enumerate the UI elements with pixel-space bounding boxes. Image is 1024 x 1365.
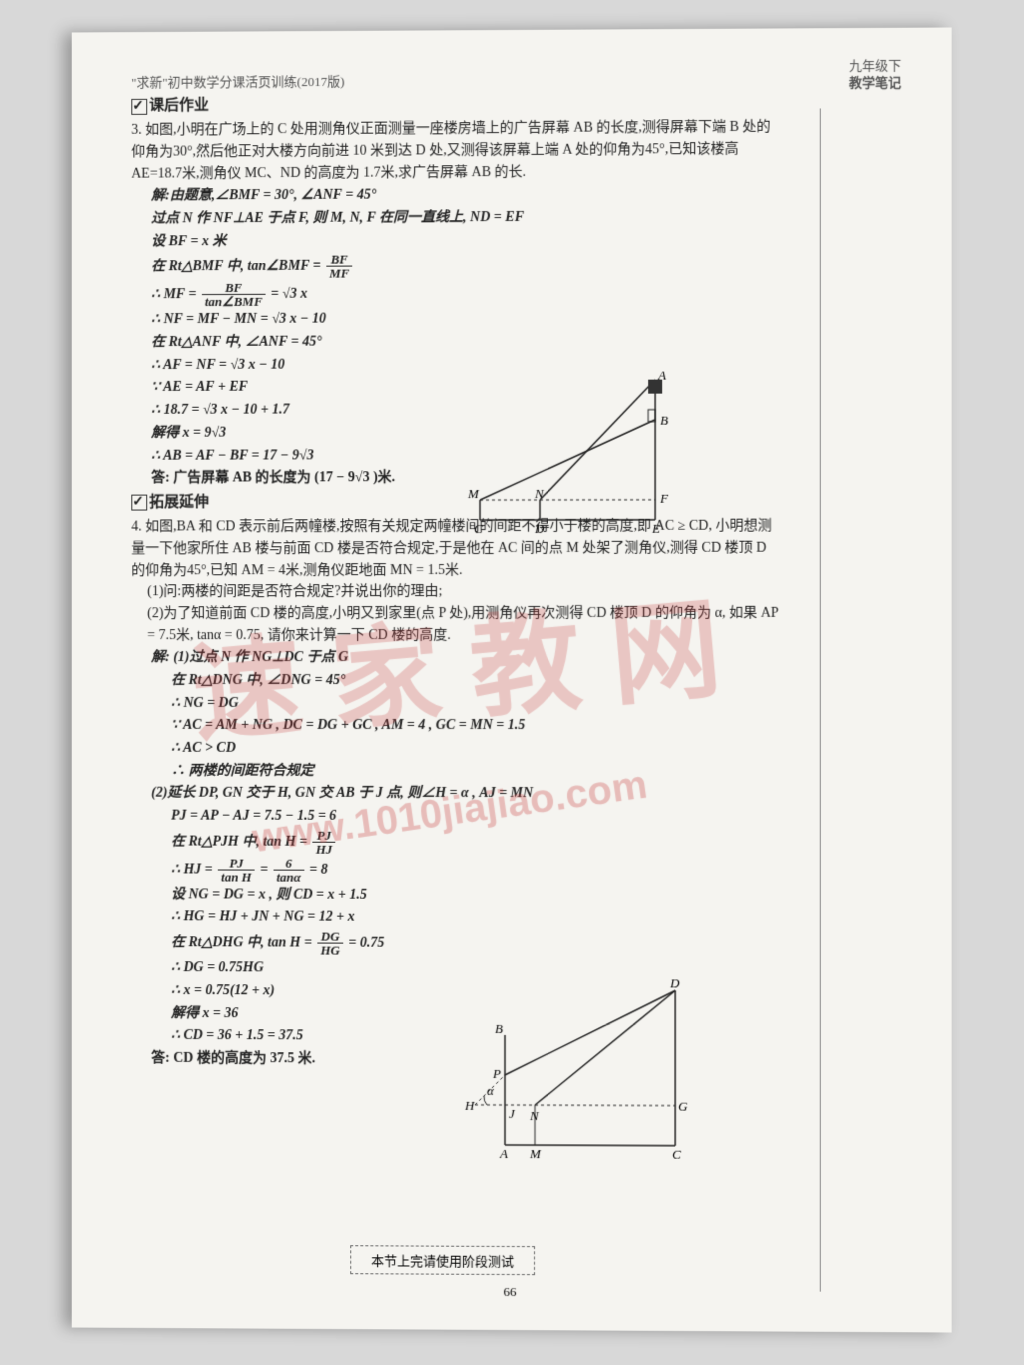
section2-title: 拓展延伸 bbox=[149, 494, 209, 510]
svg-text:F: F bbox=[659, 491, 669, 506]
diagram-2: D B P H N J G A M C α bbox=[465, 975, 695, 1166]
svg-text:M: M bbox=[529, 1146, 542, 1161]
s4-l3: ∴ NG = DG bbox=[171, 693, 781, 715]
footer-note: 本节上完请使用阶段测试 bbox=[350, 1245, 535, 1275]
s4-l10: ∴ HJ = PJtan H = 6tanα = 8 bbox=[171, 856, 781, 884]
problem-3: 3. 如图,小明在广场上的 C 处用测角仪正面测量一座楼房墙上的广告屏幕 AB … bbox=[131, 117, 780, 185]
svg-text:P: P bbox=[492, 1066, 501, 1081]
page: "求新"初中数学分课活页训练(2017版) 九年级下 教学笔记 课后作业 3. … bbox=[72, 27, 952, 1332]
svg-text:G: G bbox=[678, 1099, 688, 1114]
problem4-num: 4. bbox=[131, 520, 141, 535]
s3-l7: 在 Rt△ANF 中, ∠ANF = 45° bbox=[151, 330, 780, 354]
svg-text:N: N bbox=[534, 486, 545, 501]
s4-l6: ∴ 两楼的间距符合规定 bbox=[171, 760, 781, 782]
check-icon bbox=[131, 495, 147, 511]
s4-l5: ∴ AC > CD bbox=[171, 738, 781, 760]
svg-text:D: D bbox=[669, 975, 680, 990]
svg-text:A: A bbox=[657, 370, 666, 383]
s4-l11: 设 NG = DG = x , 则 CD = x + 1.5 bbox=[171, 884, 781, 907]
frac: BFMF bbox=[326, 253, 352, 280]
s4-l8: PJ = AP − AJ = 7.5 − 1.5 = 6 bbox=[171, 806, 781, 828]
header-left: "求新"初中数学分课活页训练(2017版) bbox=[131, 68, 901, 91]
svg-text:C: C bbox=[672, 1147, 681, 1162]
svg-text:B: B bbox=[495, 1021, 503, 1036]
problem3-num: 3. bbox=[131, 123, 141, 138]
svg-text:A: A bbox=[499, 1146, 508, 1161]
svg-text:M: M bbox=[467, 486, 480, 501]
problem3-text: 如图,小明在广场上的 C 处用测角仪正面测量一座楼房墙上的广告屏幕 AB 的长度… bbox=[131, 120, 770, 181]
grade-label: 九年级下 bbox=[849, 58, 901, 75]
svg-text:C: C bbox=[474, 521, 483, 536]
header-right: 九年级下 教学笔记 bbox=[849, 58, 901, 92]
svg-text:H: H bbox=[465, 1098, 475, 1113]
s3-l5: ∴ MF = BFtan∠BMF = √3 x bbox=[151, 279, 780, 308]
s4-l7: (2)延长 DP, GN 交于 H, GN 交 AB 于 J 点, 则∠H = … bbox=[151, 783, 780, 805]
problem4-sub1: (1)问:两楼的间距是否符合规定?并说出你的理由; bbox=[147, 581, 780, 603]
diagram-1: A B M N F C D E bbox=[460, 370, 680, 541]
margin-line bbox=[820, 108, 821, 1291]
problem4-sub2: (2)为了知道前面 CD 楼的高度,小明又到家里(点 P 处),用测角仪再次测得… bbox=[147, 603, 780, 647]
s4-l4: ∵ AC = AM + NG , DC = DG + GC , AM = 4 ,… bbox=[171, 715, 781, 737]
page-number: 66 bbox=[504, 1284, 517, 1300]
s3-l6: ∴ NF = MF − MN = √3 x − 10 bbox=[151, 307, 780, 331]
svg-text:D: D bbox=[534, 521, 545, 536]
s3-l1: 解:由题意,∠BMF = 30°, ∠ANF = 45° bbox=[151, 183, 780, 207]
section2-header: 拓展延伸 bbox=[131, 490, 780, 514]
s4-l9: 在 Rt△PJH 中, tan H = PJHJ bbox=[171, 828, 781, 856]
notes-label: 教学笔记 bbox=[849, 75, 901, 92]
s4-l1: 解: (1)过点 N 作 NG⊥DC 于点 G bbox=[151, 647, 780, 669]
check-icon bbox=[131, 98, 147, 114]
s4-l2: 在 Rt△DNG 中, ∠DNG = 45° bbox=[171, 670, 781, 692]
problem-4: 4. 如图,BA 和 CD 表示前后两幢楼,按照有关规定两幢楼间的间距不得小于楼… bbox=[131, 516, 780, 647]
s4-l13: 在 Rt△DHG 中, tan H = DGHG = 0.75 bbox=[171, 929, 781, 957]
s3-l2: 过点 N 作 NF⊥AE 于点 F, 则 M, N, F 在同一直线上, ND … bbox=[151, 206, 780, 230]
section1-title: 课后作业 bbox=[149, 98, 209, 114]
svg-text:B: B bbox=[660, 413, 668, 428]
svg-text:J: J bbox=[509, 1106, 516, 1121]
svg-text:N: N bbox=[529, 1108, 540, 1123]
content-area: 课后作业 3. 如图,小明在广场上的 C 处用测角仪正面测量一座楼房墙上的广告屏… bbox=[131, 92, 780, 1072]
s3-l4: 在 Rt△BMF 中, tan∠BMF = BFMF bbox=[151, 251, 780, 280]
svg-text:α: α bbox=[487, 1083, 495, 1098]
s3-l3: 设 BF = x 米 bbox=[151, 229, 780, 253]
svg-text:E: E bbox=[651, 521, 660, 536]
section1-header: 课后作业 bbox=[131, 92, 780, 118]
s4-l12: ∴ HG = HJ + JN + NG = 12 + x bbox=[171, 907, 781, 930]
